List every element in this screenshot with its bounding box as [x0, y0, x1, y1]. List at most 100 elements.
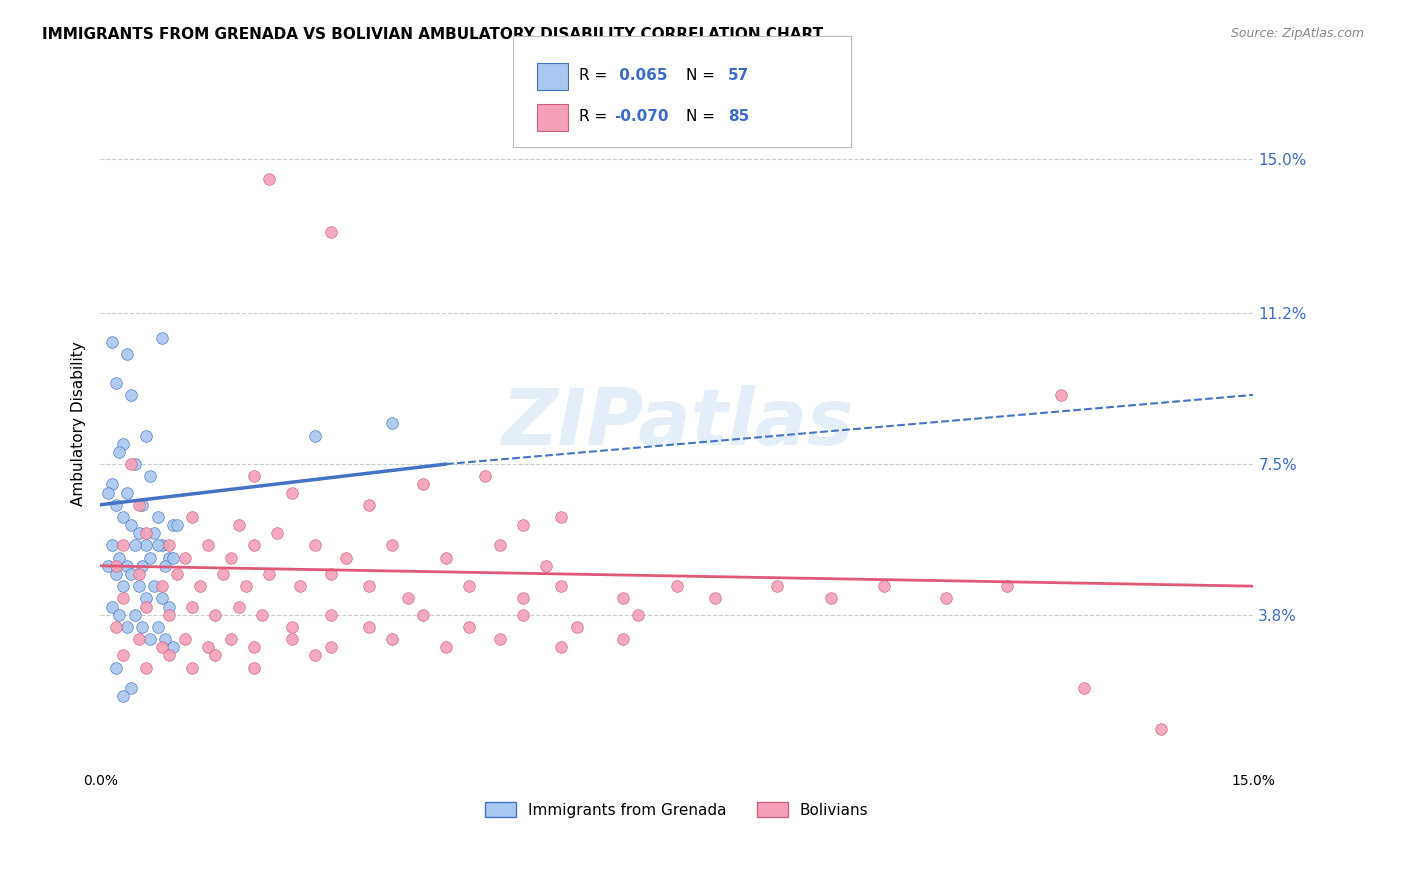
Y-axis label: Ambulatory Disability: Ambulatory Disability [72, 341, 86, 506]
Point [434, 640, 457, 655]
Point [166, 566, 188, 581]
Text: ZIPatlas: ZIPatlas [501, 385, 853, 461]
Point [304, 428, 326, 442]
Text: N =: N = [686, 68, 720, 83]
Point [157, 607, 180, 622]
Point [128, 632, 150, 646]
Point [335, 550, 357, 565]
Point [304, 648, 326, 663]
Point [120, 457, 142, 471]
Point [157, 648, 180, 663]
Point [197, 640, 219, 655]
Point [250, 607, 273, 622]
Point [204, 648, 226, 663]
Point [1073, 681, 1095, 695]
Point [100, 477, 122, 491]
Point [434, 550, 457, 565]
Point [765, 579, 787, 593]
Point [104, 620, 127, 634]
Point [108, 550, 131, 565]
Point [150, 579, 173, 593]
Point [139, 550, 162, 565]
Point [173, 632, 195, 646]
Point [135, 526, 157, 541]
Point [381, 417, 404, 431]
Point [512, 591, 534, 606]
Point [550, 640, 572, 655]
Point [995, 579, 1018, 593]
Point [259, 566, 281, 581]
Point [458, 579, 481, 593]
Text: Source: ZipAtlas.com: Source: ZipAtlas.com [1230, 27, 1364, 40]
Point [319, 566, 342, 581]
Point [104, 498, 127, 512]
Point [281, 485, 304, 500]
Text: R =: R = [579, 109, 613, 124]
Point [131, 498, 153, 512]
Text: R =: R = [579, 68, 613, 83]
Point [142, 526, 165, 541]
Point [150, 640, 173, 655]
Point [489, 632, 512, 646]
Point [162, 518, 184, 533]
Point [820, 591, 842, 606]
Point [135, 599, 157, 614]
Point [228, 518, 250, 533]
Point [142, 579, 165, 593]
Point [100, 539, 122, 553]
Point [124, 607, 146, 622]
Point [359, 579, 381, 593]
Point [135, 660, 157, 674]
Point [120, 566, 142, 581]
Point [120, 388, 142, 402]
Point [146, 510, 169, 524]
Point [162, 640, 184, 655]
Point [665, 579, 688, 593]
Point [1150, 722, 1173, 736]
Point [396, 591, 419, 606]
Text: -0.070: -0.070 [614, 109, 669, 124]
Point [550, 579, 572, 593]
Point [412, 607, 434, 622]
Point [135, 591, 157, 606]
Point [319, 640, 342, 655]
Point [115, 558, 138, 573]
Point [550, 510, 572, 524]
Point [112, 579, 135, 593]
Point [181, 510, 204, 524]
Point [181, 599, 204, 614]
Point [243, 469, 266, 483]
Point [112, 539, 135, 553]
Point [359, 498, 381, 512]
Point [128, 498, 150, 512]
Text: IMMIGRANTS FROM GRENADA VS BOLIVIAN AMBULATORY DISABILITY CORRELATION CHART: IMMIGRANTS FROM GRENADA VS BOLIVIAN AMBU… [42, 27, 824, 42]
Point [534, 558, 557, 573]
Point [97, 485, 120, 500]
Point [235, 579, 257, 593]
Point [243, 539, 266, 553]
Point [150, 539, 173, 553]
Point [128, 526, 150, 541]
Point [627, 607, 650, 622]
Point [219, 632, 242, 646]
Point [115, 347, 138, 361]
Point [135, 539, 157, 553]
Point [181, 660, 204, 674]
Point [288, 579, 311, 593]
Point [157, 550, 180, 565]
Point [873, 579, 896, 593]
Point [157, 539, 180, 553]
Point [104, 376, 127, 390]
Point [489, 539, 512, 553]
Point [162, 550, 184, 565]
Point [104, 660, 127, 674]
Point [512, 607, 534, 622]
Point [612, 591, 634, 606]
Point [150, 591, 173, 606]
Point [319, 607, 342, 622]
Point [359, 620, 381, 634]
Point [188, 579, 211, 593]
Point [128, 579, 150, 593]
Point [112, 510, 135, 524]
Point [1050, 388, 1073, 402]
